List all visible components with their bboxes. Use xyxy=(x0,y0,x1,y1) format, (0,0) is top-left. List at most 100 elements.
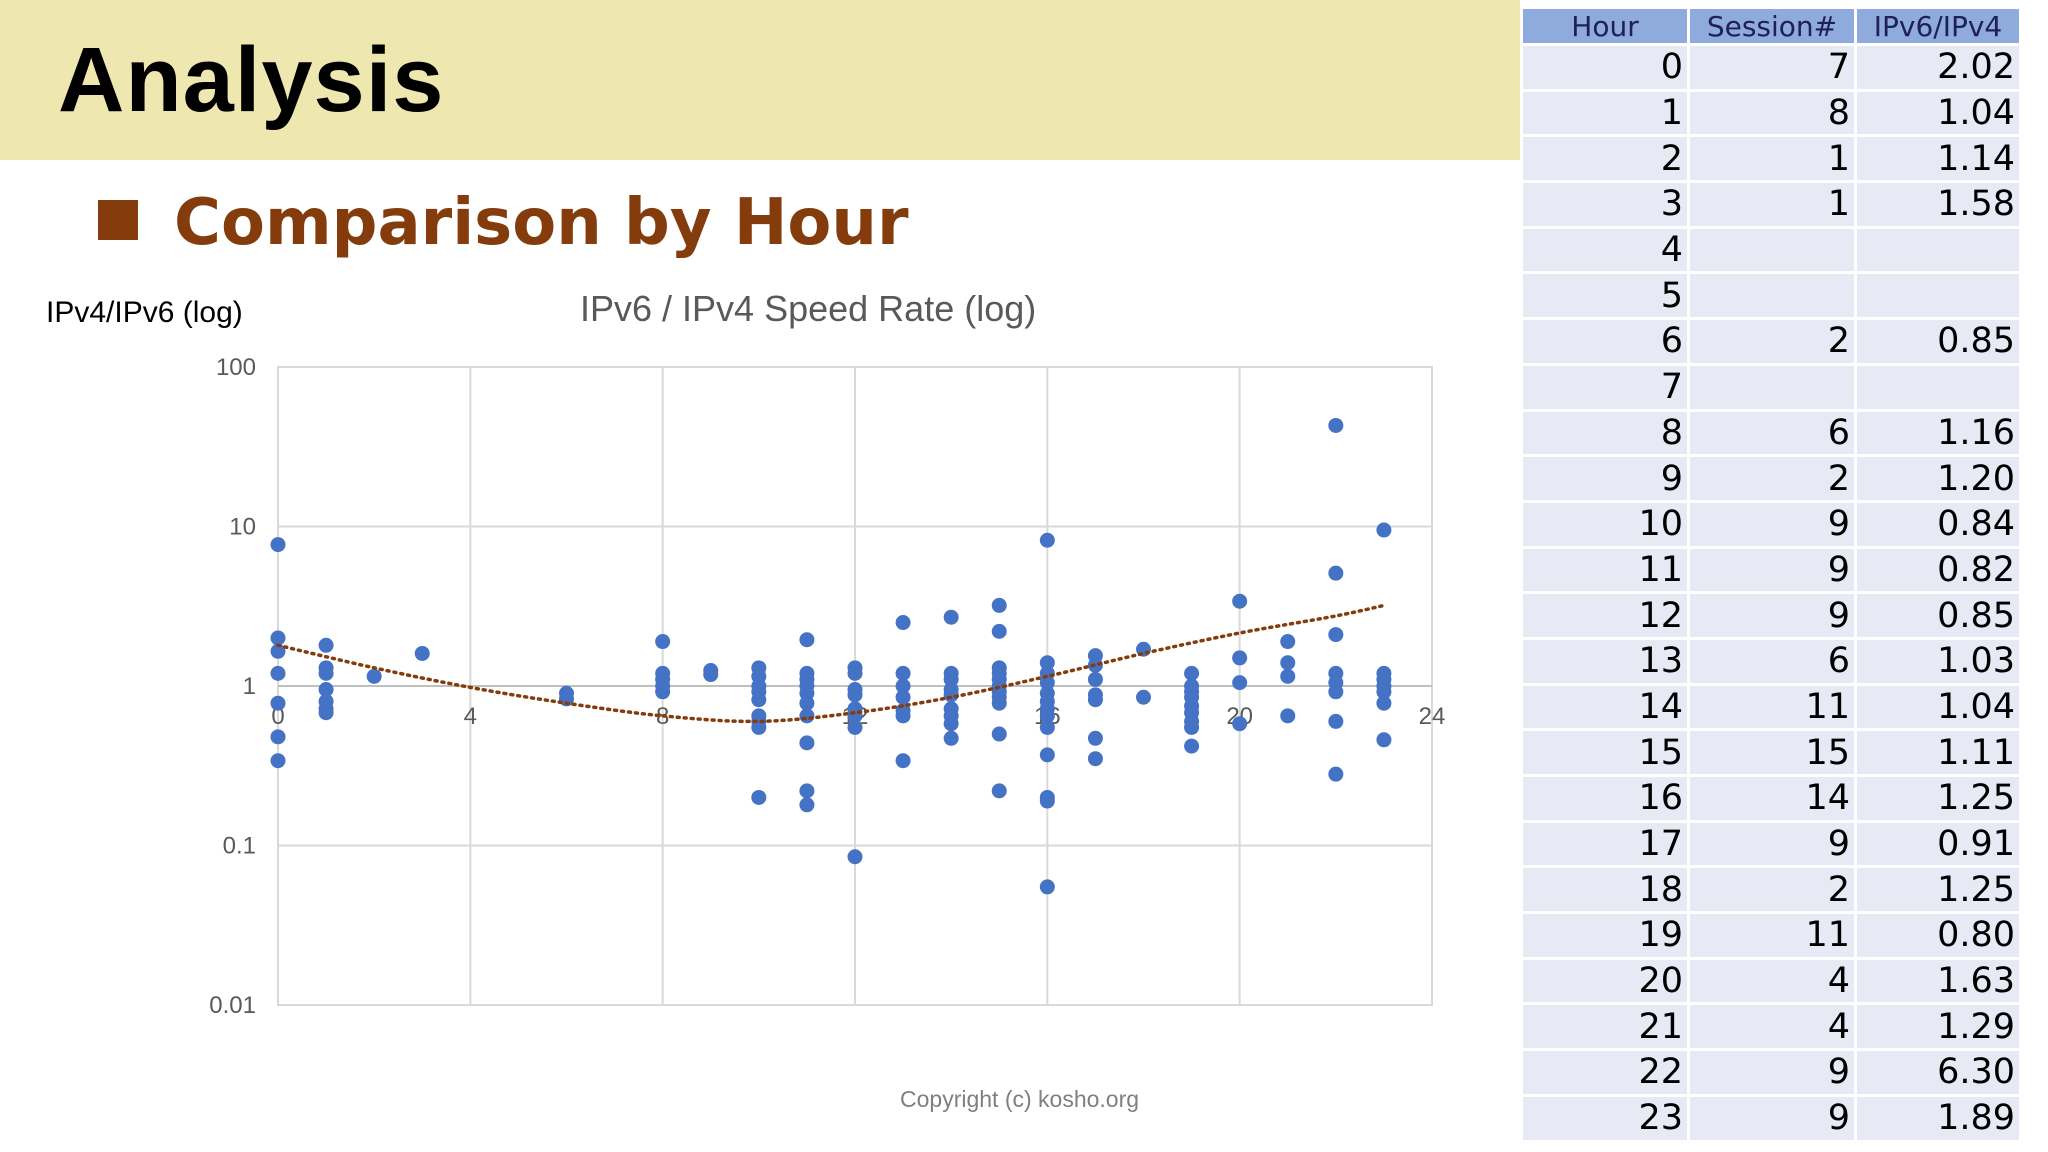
data-point xyxy=(751,789,767,805)
cell-session: 4 xyxy=(1690,1005,1854,1049)
data-point xyxy=(1328,684,1344,700)
x-tick-label: 24 xyxy=(1419,703,1446,730)
cell-session xyxy=(1690,365,1854,409)
data-point xyxy=(895,689,911,705)
cell-session: 6 xyxy=(1690,411,1854,455)
copyright-text: Copyright (c) kosho.org xyxy=(900,1086,1140,1112)
cell-session xyxy=(1690,274,1854,318)
cell-hour: 3 xyxy=(1523,183,1687,226)
data-point xyxy=(799,632,815,648)
data-point xyxy=(1136,689,1151,705)
data-point xyxy=(1039,719,1055,735)
cell-ratio: 1.29 xyxy=(1857,1005,2019,1049)
cell-ratio: 0.84 xyxy=(1857,502,2019,546)
data-point xyxy=(414,645,430,661)
data-point xyxy=(1087,692,1103,708)
cell-hour: 15 xyxy=(1523,731,1687,774)
data-point xyxy=(270,643,286,659)
data-point xyxy=(991,597,1007,613)
cell-ratio: 0.85 xyxy=(1857,594,2019,637)
data-point xyxy=(1039,879,1055,895)
data-point xyxy=(1376,695,1392,711)
cell-ratio: 1.58 xyxy=(1857,183,2019,226)
cell-ratio: 1.25 xyxy=(1857,777,2019,820)
table-row: 20 4 1.63 xyxy=(1523,959,2019,1003)
data-point xyxy=(270,537,286,553)
cell-session: 15 xyxy=(1690,731,1854,774)
data-point xyxy=(1039,747,1055,763)
cell-hour: 4 xyxy=(1523,228,1687,272)
table-row: 14 11 1.04 xyxy=(1523,685,2019,729)
data-point xyxy=(1280,708,1296,724)
y-tick-label: 1 xyxy=(243,673,256,700)
table-row: 15 15 1.11 xyxy=(1523,731,2019,774)
cell-session: 14 xyxy=(1690,777,1854,820)
data-point xyxy=(799,695,815,711)
cell-ratio: 1.16 xyxy=(1857,411,2019,455)
data-point xyxy=(847,687,863,703)
cell-hour: 18 xyxy=(1523,868,1687,912)
data-point xyxy=(1280,634,1296,650)
table-row: 10 9 0.84 xyxy=(1523,502,2019,546)
slide-title: Analysis xyxy=(58,29,445,131)
cell-hour: 8 xyxy=(1523,411,1687,455)
data-point xyxy=(847,719,863,735)
cell-session: 9 xyxy=(1690,548,1854,592)
data-point xyxy=(751,692,767,708)
cell-hour: 10 xyxy=(1523,502,1687,546)
data-point xyxy=(1376,732,1392,748)
cell-ratio: 0.91 xyxy=(1857,822,2019,866)
data-point xyxy=(895,678,911,694)
slide-subtitle: Comparison by Hour xyxy=(174,186,909,260)
data-point xyxy=(1328,627,1344,643)
data-point xyxy=(1328,417,1344,433)
data-point xyxy=(1039,793,1055,809)
data-point xyxy=(1376,684,1392,700)
table-row: 4 xyxy=(1523,228,2019,272)
data-point xyxy=(943,716,959,732)
cell-session: 2 xyxy=(1690,868,1854,912)
cell-hour: 21 xyxy=(1523,1005,1687,1049)
data-point xyxy=(703,667,719,683)
cell-hour: 16 xyxy=(1523,777,1687,820)
cell-hour: 23 xyxy=(1523,1096,1687,1140)
data-point xyxy=(318,665,334,681)
data-point xyxy=(847,665,863,681)
data-point xyxy=(1328,713,1344,729)
cell-session: 9 xyxy=(1690,822,1854,866)
cell-session: 6 xyxy=(1690,639,1854,683)
data-point xyxy=(1328,766,1344,782)
chart-title: IPv6 / IPv4 Speed Rate (log) xyxy=(580,288,1037,329)
data-point xyxy=(895,665,911,681)
data-point xyxy=(895,753,911,769)
cell-session: 2 xyxy=(1690,457,1854,500)
bullet-square-icon xyxy=(98,200,138,240)
cell-hour: 11 xyxy=(1523,548,1687,592)
cell-hour: 7 xyxy=(1523,365,1687,409)
cell-ratio: 1.04 xyxy=(1857,685,2019,729)
cell-ratio xyxy=(1857,228,2019,272)
data-point xyxy=(943,609,959,625)
data-point xyxy=(1087,751,1103,767)
data-point xyxy=(1232,716,1248,732)
data-point xyxy=(1087,730,1103,746)
data-point xyxy=(318,637,334,653)
cell-ratio: 6.30 xyxy=(1857,1051,2019,1094)
data-point xyxy=(1232,650,1248,666)
data-point xyxy=(751,719,767,735)
data-point xyxy=(1039,655,1055,671)
x-tick-label: 4 xyxy=(464,703,477,730)
cell-ratio xyxy=(1857,274,2019,318)
cell-hour: 12 xyxy=(1523,594,1687,637)
data-point xyxy=(1039,532,1055,548)
cell-session: 7 xyxy=(1690,46,1854,89)
cell-session xyxy=(1690,228,1854,272)
table-row: 12 9 0.85 xyxy=(1523,594,2019,637)
cell-ratio: 0.80 xyxy=(1857,914,2019,957)
data-point xyxy=(895,708,911,724)
table-row: 21 4 1.29 xyxy=(1523,1005,2019,1049)
table-row: 9 2 1.20 xyxy=(1523,457,2019,500)
header-ratio: IPv6/IPv4 xyxy=(1857,9,2019,43)
title-banner xyxy=(0,0,1520,160)
y-tick-label: 100 xyxy=(216,354,256,381)
